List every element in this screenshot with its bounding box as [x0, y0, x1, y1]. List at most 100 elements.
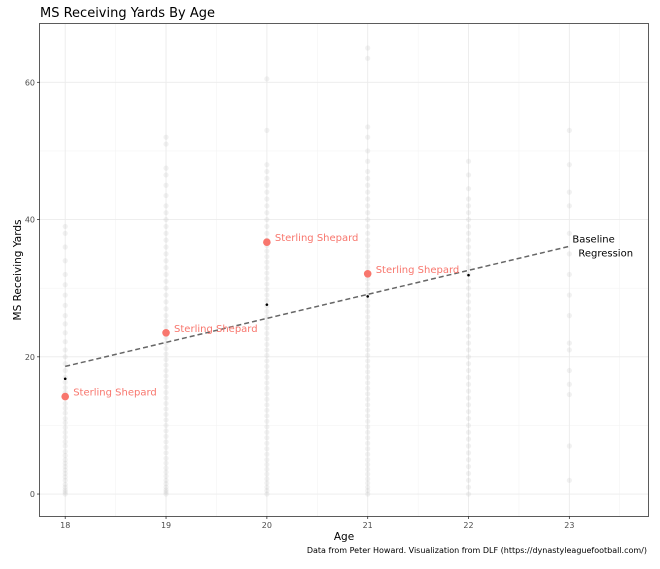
background-point — [365, 124, 371, 130]
background-point — [264, 281, 270, 287]
background-point — [163, 406, 169, 412]
background-point — [465, 158, 472, 164]
background-point — [365, 148, 371, 154]
background-point — [163, 292, 169, 298]
background-point — [163, 417, 169, 423]
background-point — [365, 466, 371, 472]
background-point — [365, 451, 371, 457]
background-point — [264, 127, 270, 133]
background-point — [62, 487, 68, 493]
background-point — [465, 470, 472, 477]
background-point — [163, 251, 169, 257]
background-point — [163, 216, 169, 223]
background-point — [365, 488, 371, 494]
age-mean-point — [467, 273, 470, 277]
background-point — [62, 484, 68, 490]
background-point — [264, 314, 270, 320]
background-point — [365, 461, 371, 468]
background-point — [264, 429, 270, 435]
background-point — [465, 244, 472, 250]
background-point — [163, 465, 169, 471]
background-point — [465, 484, 472, 490]
background-point — [264, 446, 270, 452]
background-point — [264, 440, 270, 446]
background-point — [163, 444, 169, 450]
background-point — [264, 216, 270, 223]
background-point — [264, 352, 270, 359]
background-point — [365, 446, 371, 452]
background-point — [566, 230, 572, 236]
background-point — [62, 467, 68, 473]
background-point — [62, 457, 68, 463]
background-point — [62, 410, 68, 416]
background-point — [566, 189, 572, 195]
y-tick-label: 20 — [25, 353, 35, 362]
background-point — [163, 244, 169, 250]
background-point — [264, 466, 270, 472]
background-point — [62, 453, 68, 459]
background-point — [62, 429, 68, 435]
background-point — [465, 354, 472, 360]
y-axis-title: MS Receiving Yards — [12, 220, 24, 321]
background-point — [163, 378, 169, 385]
background-point — [465, 415, 472, 422]
background-point — [465, 264, 472, 271]
background-point — [62, 313, 68, 319]
background-point — [264, 402, 270, 408]
background-point — [62, 460, 68, 466]
background-point — [163, 285, 169, 291]
background-point — [365, 391, 371, 397]
background-point — [365, 248, 371, 254]
background-point — [365, 476, 371, 482]
background-point — [163, 172, 169, 178]
background-point — [365, 168, 371, 175]
axis-ticks: 18 19 20 21 22 23 0 20 40 60 — [25, 78, 575, 530]
background-point — [62, 434, 68, 440]
background-point — [365, 347, 371, 353]
y-tick-label: 40 — [25, 216, 35, 225]
background-point — [365, 297, 371, 304]
background-point — [465, 196, 472, 202]
background-point — [163, 487, 169, 493]
background-point — [62, 321, 68, 327]
background-point — [365, 418, 371, 424]
background-point — [62, 302, 68, 308]
background-point — [264, 391, 270, 397]
background-point — [566, 340, 572, 346]
background-point — [365, 175, 371, 181]
background-point — [163, 223, 169, 230]
background-point — [465, 278, 472, 284]
background-point — [264, 424, 270, 430]
background-point — [264, 480, 270, 486]
background-point — [264, 270, 270, 276]
background-point — [264, 292, 270, 298]
background-point — [62, 463, 68, 470]
background-point — [465, 299, 472, 305]
background-point — [264, 413, 270, 419]
background-point — [566, 477, 572, 483]
background-point — [365, 286, 371, 293]
background-point — [62, 420, 68, 426]
background-point — [365, 237, 371, 243]
background-point — [264, 341, 270, 348]
background-point — [264, 248, 270, 254]
background-point — [365, 435, 371, 441]
background-point — [163, 324, 169, 330]
background-point — [163, 460, 169, 466]
background-point — [62, 361, 68, 367]
background-point — [264, 347, 270, 353]
background-point — [566, 381, 572, 387]
background-point — [163, 439, 169, 445]
background-point — [365, 243, 371, 249]
background-point — [365, 314, 371, 320]
background-point — [365, 429, 371, 435]
background-point — [566, 203, 572, 209]
background-point — [62, 330, 68, 336]
background-point — [264, 196, 270, 202]
background-point — [264, 76, 270, 82]
background-point — [465, 340, 472, 346]
background-point — [465, 306, 472, 312]
background-point — [163, 237, 169, 243]
background-point — [365, 407, 371, 413]
